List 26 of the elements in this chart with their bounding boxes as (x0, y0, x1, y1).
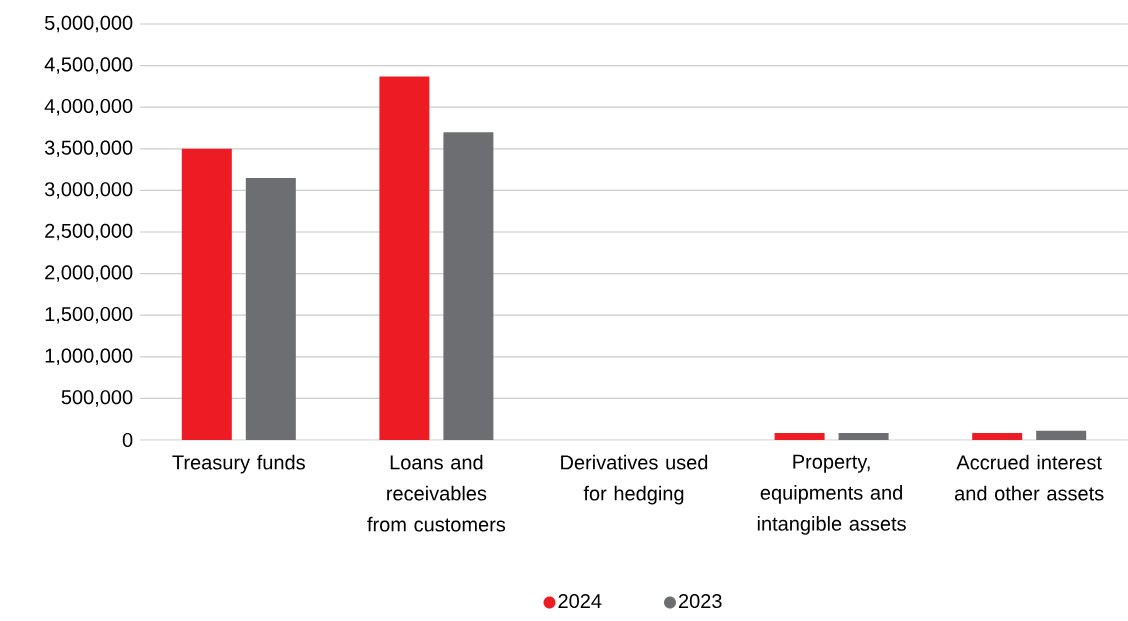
y-tick-label: 1,500,000 (45, 306, 133, 324)
x-tick-label: Derivatives used for hedging (561, 454, 708, 505)
y-tick-label: 0 (122, 432, 133, 448)
y-tick-label: 2,500,000 (45, 223, 133, 241)
x-tick-label: Property, equipments and intangible assets (757, 454, 906, 535)
y-tick-label: 5,000,000 (44, 15, 133, 33)
legend-label: 2024 (558, 593, 602, 609)
y-tick-label: 3,500,000 (44, 140, 133, 158)
y-tick-label: 500,000 (61, 390, 133, 407)
y-tick-label: 4,000,000 (44, 98, 133, 116)
y-tick-label: 2,000,000 (45, 265, 133, 282)
bar (245, 177, 296, 440)
y-tick-label: 1,000,000 (45, 348, 133, 366)
x-tick-label: Loans and receivables from customers (367, 454, 506, 532)
y-tick-label: 4,500,000 (44, 57, 133, 74)
bar (774, 432, 825, 440)
bar (838, 432, 889, 440)
x-tick-label: Accrued interest and other assets (955, 454, 1104, 501)
bar (379, 76, 430, 440)
bar (972, 432, 1023, 440)
legend-label: 2023 (679, 593, 722, 609)
bar (181, 148, 232, 440)
x-tick-label: Treasury funds (172, 454, 305, 474)
bar (1036, 430, 1087, 440)
y-tick-label: 3,000,000 (44, 182, 133, 199)
bar (443, 132, 494, 440)
